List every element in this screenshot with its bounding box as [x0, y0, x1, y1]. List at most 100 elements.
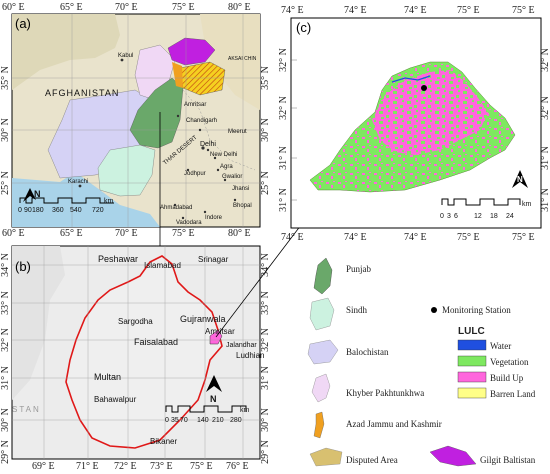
- place-multan: Multan: [94, 372, 121, 382]
- legend-sindh-swatch: [309, 297, 335, 331]
- tick-b-left-4: 30° N: [0, 408, 11, 432]
- tick-b-left-1: 33° N: [0, 291, 11, 315]
- svg-text:km: km: [240, 407, 250, 414]
- svg-text:35: 35: [171, 417, 179, 424]
- place-kabul: Kabul: [118, 53, 133, 59]
- place-faisalabad: Faisalabad: [134, 337, 178, 347]
- tick-c-top-2: 74° E: [404, 5, 427, 16]
- svg-text:N: N: [517, 175, 523, 184]
- tick-a-left-0: 35° N: [0, 66, 11, 90]
- place-gujranwala: Gujranwala: [180, 314, 226, 324]
- tick-a-top-0: 60° E: [2, 2, 25, 13]
- place-srinagar: Srinagar: [198, 255, 229, 264]
- city-dots: [78, 58, 237, 220]
- punjab-outline: [65, 255, 223, 449]
- tick-b-left-3: 31° N: [0, 366, 11, 390]
- svg-text:N: N: [34, 189, 41, 199]
- tick-c-right-3: 31° N: [540, 188, 550, 212]
- tick-b-bot-4: 75° E: [190, 461, 213, 472]
- lulc-legend: LULC Water Vegetation Build Up Barren La…: [457, 326, 536, 399]
- panel-b-terrain: [12, 246, 65, 400]
- place-bikaner: Bikaner: [150, 437, 177, 446]
- svg-text:6: 6: [454, 213, 458, 220]
- lulc-buildup-swatch: [457, 371, 487, 383]
- tick-c-top-4: 75° E: [512, 5, 535, 16]
- lulc-buildup: [372, 70, 488, 155]
- monitoring-legend: Monitoring Station: [431, 305, 511, 315]
- legend-ajk: Azad Jammu and Kashmir: [346, 419, 442, 429]
- tick-c-right-1: 32° N: [540, 96, 550, 120]
- tick-a-bot-0: 60° E: [2, 228, 25, 239]
- tick-a-top-1: 65° E: [60, 2, 83, 13]
- tick-c-bot-0: 74° E: [281, 232, 304, 243]
- afghanistan-area: [12, 14, 120, 90]
- svg-text:280: 280: [230, 417, 242, 424]
- svg-text:360: 360: [52, 207, 64, 214]
- svg-text:N: N: [210, 394, 217, 404]
- scale-bar-b: 0 35 70 140 210 280 km: [165, 405, 250, 424]
- tick-b-left-0: 34° N: [0, 253, 11, 277]
- panel-a-grid: [12, 14, 260, 227]
- place-indore: Indore: [205, 215, 223, 221]
- tick-b-right-5: 29° N: [260, 440, 271, 464]
- legend-disputed-swatch: [309, 447, 343, 467]
- place-afghanistan: AFGHANISTAN: [45, 88, 119, 98]
- legend-gilgit-swatch: [429, 445, 477, 467]
- tick-a-bot-3: 75° E: [172, 228, 195, 239]
- tick-b-right-3: 31° N: [260, 366, 271, 390]
- svg-text:90: 90: [24, 207, 32, 214]
- svg-text:140: 140: [197, 417, 209, 424]
- legend-punjab: Punjab: [346, 264, 372, 274]
- tick-c-right-0: 32° N: [540, 48, 550, 72]
- tick-a-top-2: 70° E: [115, 2, 138, 13]
- svg-text:0: 0: [440, 213, 444, 220]
- tick-c-right-2: 31° N: [540, 146, 550, 170]
- place-ludhian: Ludhian: [236, 351, 264, 360]
- tick-b-bot-3: 73° E: [150, 461, 173, 472]
- tick-c-left-2: 31° N: [278, 146, 289, 170]
- panel-b-grid: [12, 246, 260, 459]
- region-legend: Punjab Sindh Balochistan Khyber Pakhtunk…: [307, 257, 536, 467]
- tick-c-bot-2: 74° E: [404, 232, 427, 243]
- north-arrow-c: N: [512, 170, 528, 188]
- tick-c-left-1: 32° N: [278, 96, 289, 120]
- ajk-shape: [172, 62, 183, 88]
- china-area: [200, 14, 260, 110]
- tick-b-bot-0: 69° E: [32, 461, 55, 472]
- legend-kp: Khyber Pakhtunkhwa: [346, 388, 424, 398]
- lulc-buildup-label: Build Up: [490, 373, 524, 383]
- svg-text:km: km: [522, 201, 532, 208]
- north-arrow-b: N: [206, 375, 222, 404]
- svg-text:3: 3: [447, 213, 451, 220]
- place-amritsar: Amritsar: [184, 102, 206, 108]
- svg-text:12: 12: [474, 213, 482, 220]
- place-gwalior: Gwalior: [222, 174, 242, 180]
- panel-c: (c) N 0 3 6 12 18 24 km 74° E 74° E 74° …: [278, 5, 550, 243]
- svg-text:540: 540: [70, 207, 82, 214]
- sindh-shape: [97, 144, 156, 197]
- place-aksai-chin: AKSAI CHIN: [228, 56, 257, 62]
- panel-b-letter: (b): [15, 259, 31, 274]
- legend-disputed: Disputed Area: [346, 455, 398, 465]
- monitoring-station-marker: [421, 85, 427, 91]
- place-stan: STAN: [12, 405, 41, 414]
- legend-gilgit: Gilgit Baltistan: [480, 455, 536, 465]
- tick-b-right-4: 30° N: [260, 408, 271, 432]
- legend-sindh: Sindh: [346, 305, 368, 315]
- monitoring-legend-dot: [431, 307, 437, 313]
- tick-a-bot-1: 65° E: [60, 228, 83, 239]
- panel-c-grid: [291, 59, 297, 201]
- lulc-legend-title: LULC: [458, 326, 485, 337]
- svg-text:70: 70: [180, 417, 188, 424]
- tick-c-top-1: 74° E: [344, 5, 367, 16]
- tick-a-bot-2: 70° E: [115, 228, 138, 239]
- tick-a-top-4: 80° E: [228, 2, 251, 13]
- place-bhopal: Bhopal: [233, 203, 252, 209]
- tick-a-right-2: 25° N: [260, 171, 271, 195]
- panel-a: AFGHANISTAN Kabul Delhi New Delhi Amrits…: [0, 2, 271, 239]
- tick-b-right-0: 34° N: [260, 253, 271, 277]
- place-peshawar: Peshawar: [98, 254, 138, 264]
- place-agra: Agra: [220, 164, 233, 170]
- tick-c-top-3: 75° E: [457, 5, 480, 16]
- place-islamabad: Islamabad: [144, 261, 181, 270]
